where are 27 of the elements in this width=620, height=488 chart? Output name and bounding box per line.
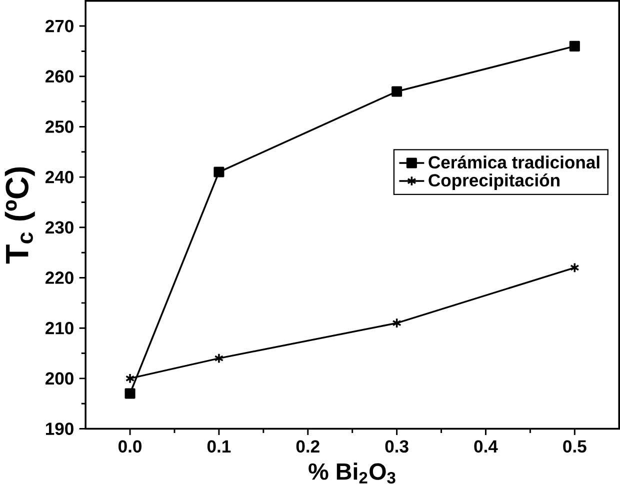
y-tick-label: 200 (46, 372, 74, 384)
point (392, 86, 402, 97)
x-tick-label: 0.5 (563, 440, 586, 452)
y-tick-label: 240 (46, 170, 74, 184)
point (570, 262, 580, 273)
y-tick-label: 190 (46, 422, 74, 435)
legend-label: Cerámica tradicional (428, 155, 600, 168)
x-tick-label: 0.1 (207, 440, 231, 452)
point (124, 388, 136, 399)
y-tick-label: 220 (46, 271, 74, 284)
point (214, 166, 224, 178)
point (569, 40, 580, 52)
legend-label: Coprecipitación (428, 173, 560, 190)
y-axis-title: T$_{c}$ (ºC) (4, 167, 35, 264)
y-tick-label: 250 (46, 120, 74, 133)
point (125, 372, 135, 384)
x-tick-label: 0.0 (118, 440, 142, 452)
point (392, 318, 402, 328)
x-tick-label: 0.2 (296, 440, 320, 452)
x-tick-label: 0.3 (385, 440, 408, 452)
y-tick-label: 210 (46, 322, 74, 334)
point (214, 352, 224, 364)
x-axis-title: % Bi$_{2}$O$_{3}$ (308, 462, 396, 484)
y-tick-label: 260 (46, 70, 74, 82)
y-tick-label: 270 (46, 20, 74, 32)
y-tick-label: 230 (46, 220, 74, 234)
x-tick-label: 0.4 (474, 440, 498, 452)
